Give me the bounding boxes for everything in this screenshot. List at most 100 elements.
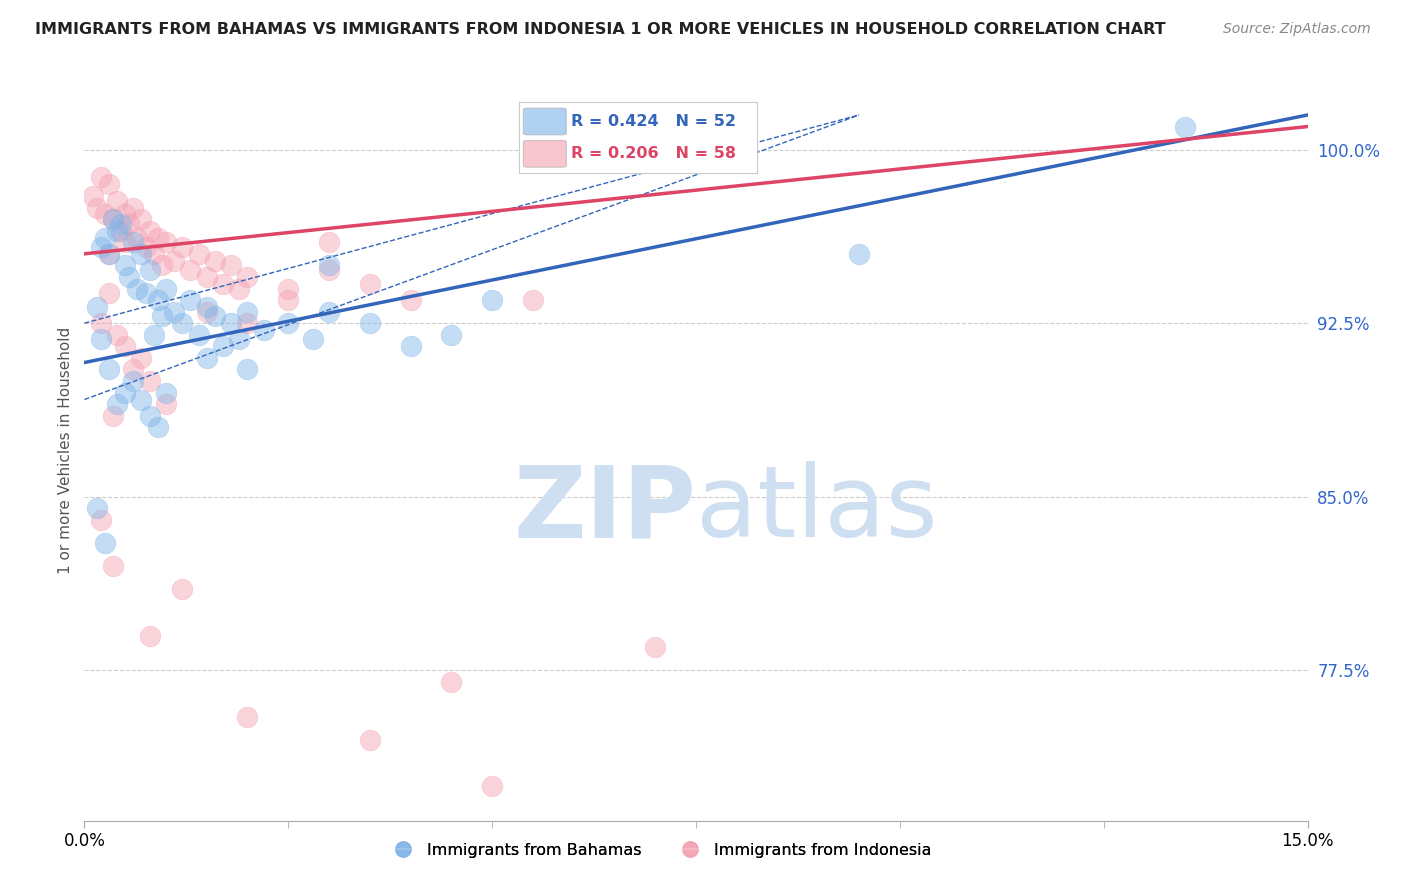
Point	[155, 385, 177, 400]
Point	[146, 293, 169, 307]
Point	[105, 327, 128, 342]
Point	[318, 259, 340, 273]
Point	[318, 263, 340, 277]
Point	[848, 247, 870, 261]
Point	[105, 194, 128, 208]
Point	[90, 333, 112, 347]
Point	[135, 240, 157, 254]
Point	[359, 732, 381, 747]
Point	[90, 170, 112, 185]
Point	[359, 316, 381, 330]
Point	[195, 269, 218, 284]
Point	[155, 397, 177, 411]
Point	[440, 674, 463, 689]
Point	[82, 189, 104, 203]
Point	[481, 779, 503, 793]
Point	[138, 409, 160, 423]
Point	[93, 207, 115, 221]
Point	[97, 362, 120, 376]
Point	[1174, 120, 1197, 134]
Point	[172, 316, 194, 330]
Point	[301, 333, 323, 347]
Point	[135, 286, 157, 301]
Point	[110, 217, 132, 231]
Point	[150, 310, 173, 324]
Point	[399, 293, 422, 307]
Point	[101, 212, 124, 227]
Point	[97, 178, 120, 192]
Point	[236, 316, 259, 330]
Point	[114, 259, 136, 273]
Point	[105, 397, 128, 411]
Point	[122, 362, 145, 376]
Point	[195, 351, 218, 365]
Point	[97, 247, 120, 261]
Point	[219, 259, 242, 273]
Point	[86, 501, 108, 516]
Point	[114, 385, 136, 400]
Point	[122, 374, 145, 388]
Point	[101, 559, 124, 574]
Point	[236, 709, 259, 723]
Point	[105, 224, 128, 238]
Point	[440, 327, 463, 342]
Point	[138, 374, 160, 388]
Point	[236, 362, 259, 376]
Point	[146, 230, 169, 244]
Point	[187, 247, 209, 261]
Point	[90, 316, 112, 330]
Point	[97, 247, 120, 261]
Point	[219, 316, 242, 330]
Point	[127, 230, 149, 244]
Point	[172, 240, 194, 254]
Point	[114, 339, 136, 353]
Point	[93, 230, 115, 244]
Point	[359, 277, 381, 291]
Point	[644, 640, 666, 654]
Point	[399, 339, 422, 353]
Point	[93, 536, 115, 550]
Point	[131, 247, 153, 261]
Point	[228, 333, 250, 347]
Point	[277, 316, 299, 330]
Point	[179, 263, 201, 277]
Legend: Immigrants from Bahamas, Immigrants from Indonesia: Immigrants from Bahamas, Immigrants from…	[381, 837, 938, 864]
Point	[163, 253, 186, 268]
Point	[150, 259, 173, 273]
Point	[318, 304, 340, 318]
Point	[253, 323, 276, 337]
Text: ZIP: ZIP	[513, 461, 696, 558]
Point	[114, 235, 136, 250]
Point	[277, 293, 299, 307]
Point	[127, 281, 149, 295]
Point	[101, 409, 124, 423]
Point	[204, 253, 226, 268]
Point	[142, 247, 165, 261]
Point	[122, 235, 145, 250]
Point	[236, 269, 259, 284]
Text: atlas: atlas	[696, 461, 938, 558]
Point	[90, 240, 112, 254]
Point	[122, 201, 145, 215]
Point	[138, 628, 160, 642]
Point	[101, 212, 124, 227]
Y-axis label: 1 or more Vehicles in Household: 1 or more Vehicles in Household	[58, 326, 73, 574]
Point	[481, 293, 503, 307]
Point	[131, 392, 153, 407]
Text: Source: ZipAtlas.com: Source: ZipAtlas.com	[1223, 22, 1371, 37]
Point	[146, 420, 169, 434]
Point	[90, 513, 112, 527]
Point	[142, 327, 165, 342]
Point	[114, 207, 136, 221]
Point	[131, 351, 153, 365]
Point	[118, 217, 141, 231]
Point	[86, 300, 108, 314]
Point	[195, 304, 218, 318]
Point	[212, 339, 235, 353]
Point	[86, 201, 108, 215]
Point	[179, 293, 201, 307]
Point	[163, 304, 186, 318]
Point	[204, 310, 226, 324]
Point	[277, 281, 299, 295]
Point	[155, 235, 177, 250]
